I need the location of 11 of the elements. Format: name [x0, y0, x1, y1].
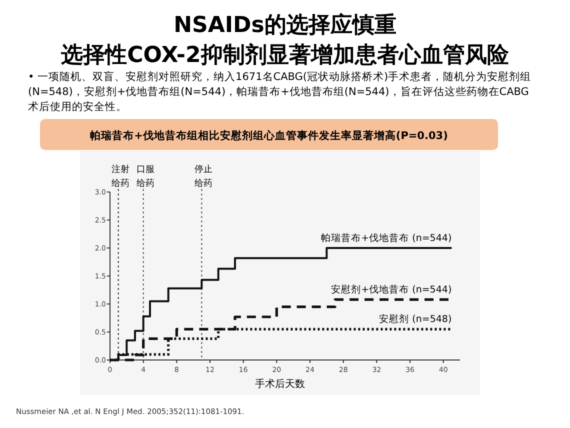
series-label: 帕瑞昔布+伐地昔布 (n=544) [321, 232, 452, 244]
chart-title: NSAIDs的选择应慎重 [174, 12, 396, 38]
series-label: 安慰剂+伐地昔布 (n=544) [331, 284, 452, 296]
text: 帕瑞昔布+伐地昔布组相比安慰剂组心血管事件发生率显著增高(P=0.03) [90, 129, 448, 142]
ref-line-label: 注射给药 [111, 164, 130, 189]
x-axis-title: 手术后天数 [255, 378, 305, 390]
bullet: • 一项随机、双盲、安慰剂对照研究，纳入1671名CABG(冠状动脉搭桥术)手术患者，随机分为安慰剂组(N=548)，安慰剂+伐地昔布组(N=544)，帕瑞昔布+伐地昔布组(N=544)，旨在评估这些药物在CABG术后使用的安全性。 [28, 70, 532, 115]
series-label: 安慰剂 (n=548) [379, 313, 452, 326]
chart-subtitle: 选择性COX-2抑制剂显著增加患者心血管风险 [60, 42, 510, 68]
ref-line-label: 口服给药 [136, 165, 154, 189]
ref-line-label: 停止给药 [194, 164, 213, 189]
